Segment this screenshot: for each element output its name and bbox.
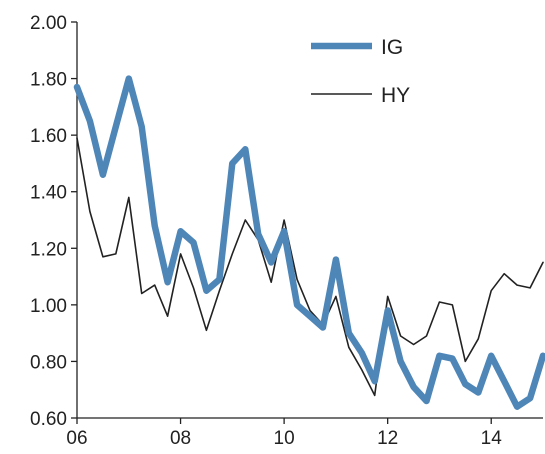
- x-tick-label: 08: [170, 428, 191, 449]
- legend-label-ig: IG: [381, 36, 403, 59]
- x-tick-label: 06: [66, 428, 87, 449]
- y-tick-label: 0.80: [30, 352, 67, 373]
- y-tick-label: 0.60: [30, 409, 67, 430]
- legend: IG HY: [311, 36, 410, 107]
- x-axis-ticks: 06 08 10 12 14: [66, 418, 502, 449]
- y-tick-label: 1.20: [30, 239, 67, 260]
- y-tick-label: 1.00: [30, 296, 67, 317]
- y-tick-label: 1.40: [30, 183, 67, 204]
- y-tick-label: 1.60: [30, 126, 67, 147]
- x-tick-label: 12: [377, 428, 398, 449]
- x-tick-label: 10: [274, 428, 295, 449]
- y-tick-label: 2.00: [30, 13, 67, 34]
- series-line-ig: [73, 75, 545, 410]
- legend-label-hy: HY: [381, 84, 410, 107]
- y-tick-label: 1.80: [30, 70, 67, 91]
- series-line-hy: [76, 137, 544, 397]
- x-tick-label: 14: [481, 428, 503, 449]
- y-axis-ticks: 2.00 1.80 1.60 1.40 1.20 1.00 0.80 0.60: [30, 13, 77, 430]
- series-layer: [73, 75, 545, 410]
